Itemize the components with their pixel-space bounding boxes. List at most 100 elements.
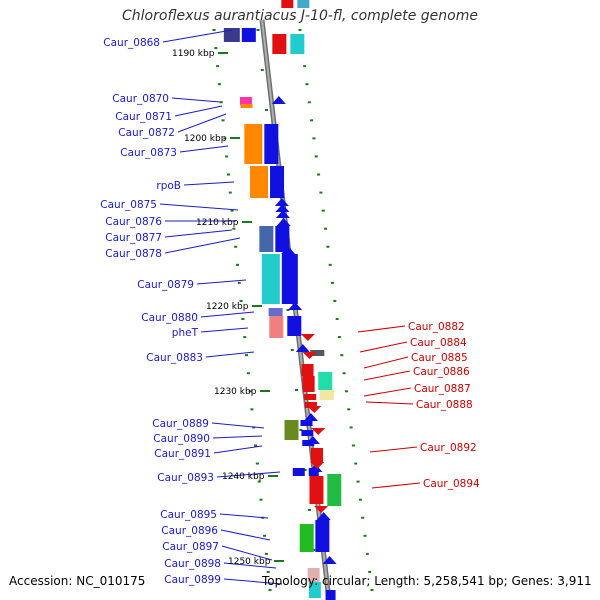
forward-arrowhead: [271, 96, 286, 104]
gene-label-right: Caur_0886: [413, 366, 470, 378]
scale-label: 1230 kbp: [214, 387, 257, 397]
gene-block-right: [281, 0, 294, 8]
gene-label-right: Caur_0882: [408, 321, 465, 333]
gene-block-left: [300, 420, 313, 426]
gene-label-right: Caur_0884: [410, 337, 467, 349]
gene-label-left: Caur_0880: [141, 312, 198, 324]
gene-label-left: Caur_0868: [103, 37, 160, 49]
gene-block-left: [239, 97, 252, 105]
gene-block-left: [264, 124, 279, 164]
gene-label-left: Caur_0898: [164, 558, 221, 570]
gene-block-left: [281, 254, 298, 304]
gene-label-right: Caur_0885: [411, 352, 468, 364]
gene-label-left: Caur_0889: [152, 418, 209, 430]
gene-label-left: Caur_0897: [162, 541, 219, 553]
gene-block-left: [269, 316, 284, 338]
gene-features: [223, 0, 342, 600]
leader-line-left: [171, 97, 221, 103]
gene-block-right: [309, 476, 324, 504]
leader-line-left: [223, 578, 283, 585]
gene-label-left: Caur_0877: [105, 232, 162, 244]
reverse-arrowhead: [300, 334, 315, 341]
leader-line-left: [164, 229, 233, 238]
leader-line-right: [359, 341, 408, 353]
gene-block-left: [325, 590, 336, 600]
forward-arrowhead: [305, 436, 320, 444]
gene-label-right: Caur_0894: [423, 478, 480, 490]
gene-label-left: Caur_0896: [161, 525, 218, 537]
gene-label-left: Caur_0872: [118, 127, 175, 139]
gene-label-left: Caur_0876: [105, 216, 162, 228]
gene-block-right: [319, 390, 334, 400]
map-title: Chloroflexus aurantiacus J-10-fl, comple…: [122, 8, 478, 24]
scale-label: 1190 kbp: [172, 49, 215, 59]
leader-line-left: [183, 181, 235, 186]
scale-label: 1220 kbp: [206, 302, 249, 312]
gene-block-right: [272, 34, 287, 54]
gene-block-left: [244, 124, 263, 164]
gene-block-right: [297, 0, 310, 8]
leader-line-left: [205, 351, 255, 358]
leader-line-left: [177, 113, 227, 133]
leader-line-left: [174, 105, 223, 117]
leader-line-left: [216, 471, 281, 478]
gene-block-left: [268, 308, 283, 316]
gene-block-left: [308, 582, 321, 598]
gene-block-right: [304, 402, 317, 408]
gene-block-right: [302, 376, 315, 392]
forward-arrowhead: [303, 413, 318, 421]
gene-label-left: Caur_0891: [154, 448, 211, 460]
gene-block-left: [315, 520, 330, 552]
leader-line-left: [162, 29, 233, 43]
forward-arrowhead: [322, 556, 337, 564]
gene-label-right: Caur_0892: [420, 442, 477, 454]
leader-line-left: [212, 435, 263, 439]
scale-label: 1200 kbp: [184, 134, 227, 144]
leader-line-left: [221, 545, 273, 561]
forward-arrowhead: [274, 198, 289, 206]
gene-label-left: Caur_0875: [100, 199, 157, 211]
label-leaders: [159, 29, 421, 585]
gene-block-right: [327, 474, 342, 506]
scale-label: 1240 kbp: [222, 472, 265, 482]
gene-label-right: Caur_0888: [416, 399, 473, 411]
gene-block-left: [292, 468, 305, 476]
gene-label-left: Caur_0871: [115, 111, 172, 123]
leader-line-left: [219, 513, 269, 519]
leader-line-left: [196, 279, 247, 285]
gene-block-left: [241, 28, 256, 42]
gene-block-left: [240, 104, 253, 108]
leader-line-left: [179, 145, 229, 153]
gene-label-left: Caur_0893: [157, 472, 214, 484]
gene-block-left: [299, 524, 314, 552]
gene-block-left: [261, 254, 280, 304]
gene-label-left: Caur_0895: [160, 509, 217, 521]
gene-label-right: Caur_0887: [414, 383, 471, 395]
scale-label: 1250 kbp: [228, 557, 271, 567]
leader-line-right: [363, 356, 409, 369]
genome-summary-text: Topology: circular; Length: 5,258,541 bp…: [262, 574, 592, 588]
forward-arrowhead: [308, 464, 323, 472]
gene-label-left: Caur_0899: [164, 574, 221, 586]
scale-label: 1210 kbp: [196, 218, 239, 228]
leader-line-right: [363, 387, 412, 397]
leader-line-left: [159, 203, 239, 211]
gene-block-left: [270, 166, 285, 198]
gene-label-left: Caur_0870: [112, 93, 169, 105]
gene-block-left: [287, 316, 302, 336]
scale-labels: 1190 kbp 1200 kbp 1210 kbp 1220 kbp 1230 kbp…: [172, 49, 284, 567]
gene-block-left: [275, 226, 290, 252]
gene-label-left: Caur_0890: [153, 433, 210, 445]
gene-block-right: [301, 364, 314, 376]
gene-label-left: Caur_0883: [146, 352, 203, 364]
gene-block-left: [301, 430, 314, 436]
gene-label-left: rpoB: [156, 180, 181, 192]
forward-arrowhead: [316, 512, 331, 520]
leader-line-left: [200, 327, 249, 333]
gene-labels: Caur_0868 Caur_0870 Caur_0871 Caur_0872 Caur…: [100, 37, 480, 586]
leader-line-right: [357, 325, 406, 333]
reverse-arrowhead: [311, 428, 326, 435]
gene-label-left: pheT: [172, 327, 199, 339]
gene-block-right: [310, 448, 323, 462]
reverse-arrowhead: [314, 506, 329, 513]
